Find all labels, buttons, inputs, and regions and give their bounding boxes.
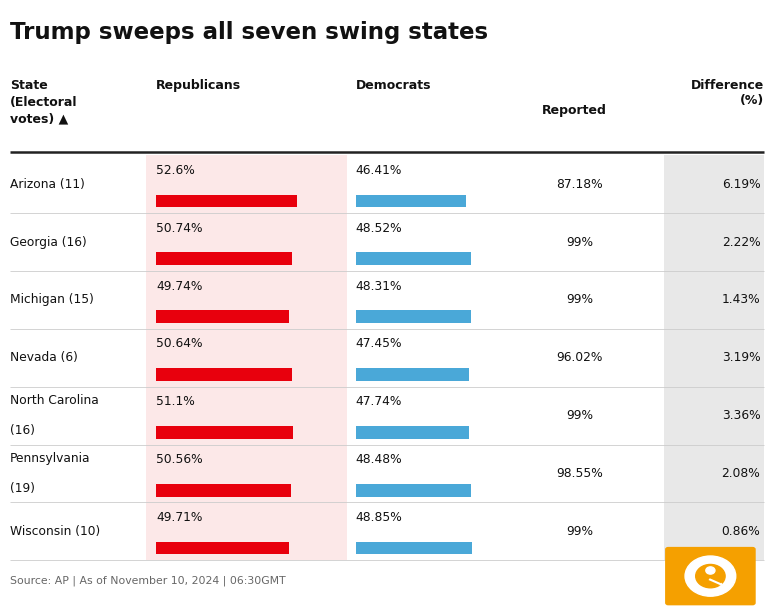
Text: North Carolina: North Carolina — [10, 394, 99, 407]
Text: Trump sweeps all seven swing states: Trump sweeps all seven swing states — [10, 21, 488, 44]
Text: 47.45%: 47.45% — [356, 337, 402, 350]
Text: 2.08%: 2.08% — [722, 467, 760, 480]
Text: 1.43%: 1.43% — [722, 294, 760, 306]
Bar — [146, 445, 347, 502]
Text: 46.41%: 46.41% — [356, 164, 402, 177]
Bar — [664, 213, 764, 271]
Text: Pennsylvania: Pennsylvania — [10, 452, 91, 465]
Text: Source: AP | As of November 10, 2024 | 06:30GMT: Source: AP | As of November 10, 2024 | 0… — [10, 576, 286, 586]
Text: 52.6%: 52.6% — [156, 164, 194, 177]
Bar — [664, 502, 764, 560]
Bar — [356, 426, 469, 438]
Bar — [146, 329, 347, 387]
Text: Georgia (16): Georgia (16) — [10, 236, 87, 248]
Bar — [356, 368, 468, 381]
Text: 99%: 99% — [566, 525, 594, 538]
Text: 98.55%: 98.55% — [557, 467, 603, 480]
Text: Nevada (6): Nevada (6) — [10, 351, 78, 364]
Text: 99%: 99% — [566, 409, 594, 422]
Bar — [156, 542, 290, 555]
Bar — [356, 484, 471, 497]
Bar — [664, 155, 764, 213]
Bar — [146, 213, 347, 271]
Bar — [356, 311, 471, 323]
Bar — [146, 387, 347, 445]
Text: 48.85%: 48.85% — [356, 511, 402, 524]
Text: 2.22%: 2.22% — [722, 236, 760, 248]
Bar — [156, 426, 293, 438]
Text: 47.74%: 47.74% — [356, 395, 402, 408]
Bar — [146, 155, 347, 213]
Bar — [156, 368, 292, 381]
Bar — [356, 253, 471, 266]
Text: Wisconsin (10): Wisconsin (10) — [10, 525, 101, 538]
Text: 49.71%: 49.71% — [156, 511, 202, 524]
Bar — [146, 271, 347, 329]
Text: 50.74%: 50.74% — [156, 222, 203, 234]
Text: 49.74%: 49.74% — [156, 280, 202, 292]
Text: 51.1%: 51.1% — [156, 395, 194, 408]
Text: 3.19%: 3.19% — [722, 351, 760, 364]
Bar — [156, 195, 297, 207]
Bar — [664, 271, 764, 329]
Circle shape — [696, 565, 725, 588]
Text: Democrats: Democrats — [356, 79, 431, 92]
Bar — [664, 445, 764, 502]
Text: (19): (19) — [10, 482, 35, 495]
Text: 50.56%: 50.56% — [156, 453, 203, 466]
Bar — [356, 542, 472, 555]
Bar — [156, 311, 290, 323]
FancyArrow shape — [709, 579, 723, 586]
Text: State
(Electoral
votes) ▲: State (Electoral votes) ▲ — [10, 79, 78, 125]
Circle shape — [706, 567, 715, 574]
Text: Republicans: Republicans — [156, 79, 241, 92]
Text: Arizona (11): Arizona (11) — [10, 178, 84, 191]
Text: 48.52%: 48.52% — [356, 222, 402, 234]
Text: 6.19%: 6.19% — [722, 178, 760, 191]
Bar — [356, 195, 466, 207]
Bar — [664, 387, 764, 445]
Text: 96.02%: 96.02% — [557, 351, 603, 364]
Text: (16): (16) — [10, 424, 35, 437]
Bar — [156, 484, 291, 497]
Text: 48.31%: 48.31% — [356, 280, 402, 292]
Circle shape — [685, 556, 736, 596]
Text: Michigan (15): Michigan (15) — [10, 294, 94, 306]
Text: 50.64%: 50.64% — [156, 337, 203, 350]
Text: Difference
(%): Difference (%) — [691, 79, 764, 107]
Text: 99%: 99% — [566, 294, 594, 306]
Text: 0.86%: 0.86% — [722, 525, 760, 538]
FancyBboxPatch shape — [665, 547, 756, 605]
Bar — [146, 502, 347, 560]
Bar — [156, 253, 292, 266]
Text: 99%: 99% — [566, 236, 594, 248]
Text: Reported: Reported — [541, 104, 606, 116]
Text: 48.48%: 48.48% — [356, 453, 402, 466]
Bar — [664, 329, 764, 387]
Text: 87.18%: 87.18% — [557, 178, 603, 191]
Text: 3.36%: 3.36% — [722, 409, 760, 422]
